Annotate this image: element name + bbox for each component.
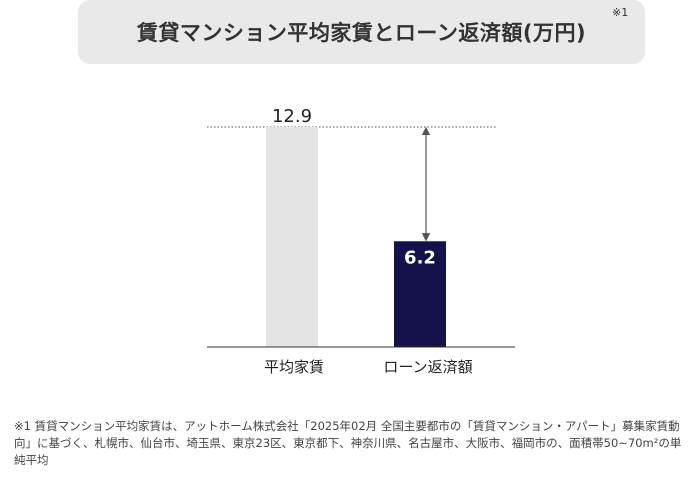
chart-title: 賃貸マンション平均家賃とローン返済額(万円)	[136, 21, 587, 45]
category-label-average-rent: 平均家賃	[264, 358, 324, 376]
footnote: ※1 賃貸マンション平均家賃は、アットホーム株式会社「2025年02月 全国主要…	[14, 419, 682, 467]
category-label-loan-repayment: ローン返済額	[383, 358, 472, 376]
chart-title-panel: 賃貸マンション平均家賃とローン返済額(万円)	[78, 0, 645, 64]
data-label-loan-repayment: 6.2	[404, 247, 436, 268]
bar-loan-repayment	[394, 241, 446, 347]
bar-average-rent	[266, 127, 318, 347]
data-label-average-rent: 12.9	[272, 106, 312, 127]
title-footnote-marker: ※1	[612, 6, 629, 19]
bar-chart: 12.9 6.2 平均家賃 ローン返済額	[207, 106, 515, 376]
